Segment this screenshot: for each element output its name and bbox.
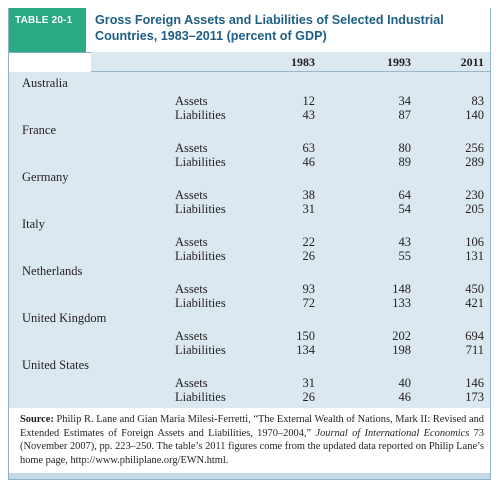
row-label-assets: Assets [175, 282, 208, 296]
table-cell: 256 [465, 141, 484, 155]
table-cell: 46 [398, 390, 412, 404]
country-label: Netherlands [22, 264, 83, 278]
table-cell: 146 [465, 376, 484, 390]
row-label-liabilities: Liabilities [175, 296, 226, 310]
table-header: TABLE 20-1 Gross Foreign Assets and Liab… [9, 8, 490, 53]
row-label-assets: Assets [175, 329, 208, 343]
table-cell: 83 [471, 94, 485, 108]
table-body: Australia Assets 12 34 83 Liabilities 43… [9, 72, 490, 408]
table-cell: 12 [302, 94, 316, 108]
table-cell: 173 [465, 390, 484, 404]
table-cell: 34 [398, 94, 412, 108]
table-title: Gross Foreign Assets and Liabilities of … [95, 13, 444, 43]
country-label: Italy [22, 217, 45, 231]
table-number-badge: TABLE 20-1 [9, 8, 86, 52]
table-cell: 140 [465, 108, 484, 122]
column-header-2011: 2011 [460, 55, 484, 69]
table-cell: 289 [465, 155, 484, 169]
table-cell: 134 [296, 343, 315, 357]
column-header-1993: 1993 [387, 55, 411, 69]
table-cell: 31 [302, 202, 316, 216]
row-label-assets: Assets [175, 141, 208, 155]
table-cell: 450 [465, 282, 484, 296]
table-cell: 93 [302, 282, 316, 296]
row-label-liabilities: Liabilities [175, 155, 226, 169]
source-journal: Journal of International Economics [315, 427, 470, 439]
country-label: Australia [22, 76, 68, 90]
table-cell: 26 [302, 390, 316, 404]
row-label-assets: Assets [175, 94, 208, 108]
bottom-band [9, 473, 490, 479]
table-cell: 230 [465, 188, 484, 202]
column-header-row: 1983 1993 2011 [91, 52, 490, 72]
table-cell: 133 [392, 296, 411, 310]
row-label-liabilities: Liabilities [175, 108, 226, 122]
table-cell: 22 [302, 235, 316, 249]
table-cell: 54 [398, 202, 412, 216]
row-label-liabilities: Liabilities [175, 390, 226, 404]
table-cell: 72 [302, 296, 316, 310]
table-cell: 43 [398, 235, 412, 249]
row-label-liabilities: Liabilities [175, 343, 226, 357]
table-cell: 26 [302, 249, 316, 263]
source-note: Source: Philip R. Lane and Gian Maria Mi… [20, 413, 484, 467]
table-cell: 202 [392, 329, 411, 343]
country-label: United Kingdom [22, 311, 107, 325]
table-cell: 89 [398, 155, 412, 169]
row-label-assets: Assets [175, 376, 208, 390]
table-cell: 131 [465, 249, 484, 263]
row-label-assets: Assets [175, 235, 208, 249]
table-cell: 38 [302, 188, 316, 202]
table-cell: 87 [398, 108, 412, 122]
table-cell: 148 [392, 282, 411, 296]
table-cell: 421 [465, 296, 484, 310]
row-label-liabilities: Liabilities [175, 202, 226, 216]
table-cell: 31 [302, 376, 316, 390]
country-label: France [22, 123, 57, 137]
table-cell: 55 [398, 249, 412, 263]
table-cell: 40 [398, 376, 412, 390]
source-text-end: 73 (November 2007), pp. 223–250. The tab… [20, 427, 484, 466]
table-cell: 150 [296, 329, 315, 343]
table-cell: 43 [302, 108, 316, 122]
source-text: Philip R. Lane and Gian Maria Milesi-Fer… [20, 414, 484, 439]
country-label: United States [22, 358, 90, 372]
table-cell: 80 [398, 141, 412, 155]
table-cell: 63 [302, 141, 316, 155]
table-cell: 694 [465, 329, 484, 343]
row-label-assets: Assets [175, 188, 208, 202]
table-frame: TABLE 20-1 Gross Foreign Assets and Liab… [8, 8, 491, 480]
table-cell: 46 [302, 155, 316, 169]
table-cell: 711 [465, 343, 484, 357]
table-cell: 205 [465, 202, 484, 216]
table-cell: 198 [392, 343, 411, 357]
table-cell: 106 [465, 235, 484, 249]
source-label: Source: [20, 414, 54, 425]
table-cell: 64 [398, 188, 412, 202]
column-header-1983: 1983 [291, 55, 315, 69]
row-label-liabilities: Liabilities [175, 249, 226, 263]
country-label: Germany [22, 170, 69, 184]
